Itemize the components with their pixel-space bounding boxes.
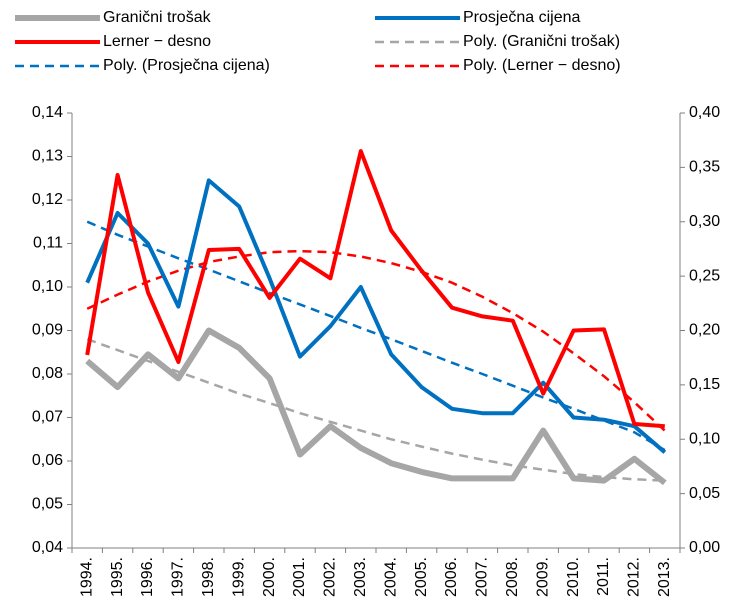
x-tick-label: 2010. bbox=[565, 557, 582, 597]
y-tick-label: 0,04 bbox=[32, 539, 63, 556]
y2-tick-label: 0,10 bbox=[689, 430, 720, 447]
x-tick-label: 1997. bbox=[170, 557, 187, 597]
y2-tick-label: 0,35 bbox=[689, 159, 720, 176]
x-tick-label: 1998. bbox=[200, 557, 217, 597]
x-tick-label: 2006. bbox=[443, 557, 460, 597]
legend-label: Poly. (Prosječna cijena) bbox=[103, 57, 270, 74]
series-line bbox=[86, 249, 666, 432]
y-tick-label: 0,12 bbox=[32, 191, 63, 208]
x-tick-label: 1995. bbox=[109, 557, 126, 597]
legend-label: Poly. (Lerner − desno) bbox=[463, 57, 621, 74]
x-tick-label: 2013. bbox=[656, 557, 673, 597]
x-tick-label: 2002. bbox=[322, 557, 339, 597]
y2-tick-label: 0,25 bbox=[689, 267, 720, 284]
y-tick-label: 0,11 bbox=[33, 235, 63, 252]
series-line bbox=[86, 220, 666, 452]
series-line bbox=[85, 149, 665, 429]
y2-tick-label: 0,00 bbox=[689, 539, 720, 556]
x-tick-label: 1999. bbox=[230, 557, 247, 597]
series-line bbox=[85, 178, 667, 454]
legend-label: Prosječna cijena bbox=[463, 9, 581, 26]
y-tick-label: 0,08 bbox=[32, 365, 63, 382]
x-tick-label: 1996. bbox=[139, 557, 156, 597]
legend-label: Poly. (Granični trošak) bbox=[463, 33, 620, 50]
y2-tick-label: 0,40 bbox=[689, 104, 720, 121]
x-tick-label: 2009. bbox=[534, 557, 551, 597]
legend-label: Lerner − desno bbox=[103, 33, 211, 50]
x-tick-label: 2003. bbox=[352, 557, 369, 597]
x-tick-label: 2007. bbox=[474, 557, 491, 597]
y-tick-label: 0,09 bbox=[32, 322, 63, 339]
y-tick-label: 0,07 bbox=[32, 409, 63, 426]
y-tick-label: 0,13 bbox=[32, 148, 63, 165]
x-tick-label: 2005. bbox=[413, 557, 430, 597]
y-tick-label: 0,14 bbox=[32, 104, 63, 121]
x-tick-label: 2001. bbox=[291, 557, 308, 597]
x-tick-label: 1994. bbox=[78, 557, 95, 597]
y-tick-label: 0,06 bbox=[32, 452, 63, 469]
y2-tick-label: 0,30 bbox=[689, 213, 720, 230]
y-tick-label: 0,10 bbox=[32, 278, 63, 295]
x-tick-label: 2004. bbox=[382, 557, 399, 597]
x-tick-label: 2011. bbox=[595, 557, 612, 596]
y2-tick-label: 0,20 bbox=[689, 322, 720, 339]
x-tick-label: 2012. bbox=[626, 557, 643, 597]
y-tick-label: 0,05 bbox=[32, 496, 63, 513]
legend-label: Granični trošak bbox=[103, 9, 212, 26]
x-tick-label: 2008. bbox=[504, 557, 521, 597]
x-tick-label: 2000. bbox=[261, 557, 278, 597]
y2-tick-label: 0,15 bbox=[689, 376, 720, 393]
y2-tick-label: 0,05 bbox=[689, 485, 720, 502]
series-line bbox=[85, 327, 667, 486]
